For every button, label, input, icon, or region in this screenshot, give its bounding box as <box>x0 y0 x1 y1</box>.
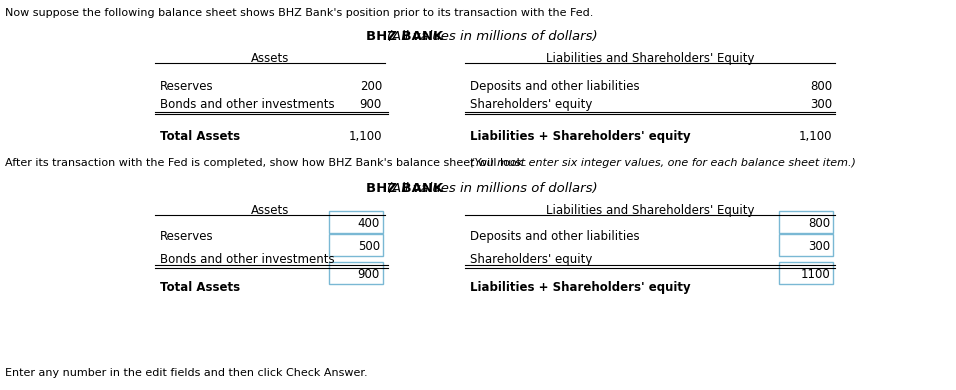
Text: Liabilities + Shareholders' equity: Liabilities + Shareholders' equity <box>470 130 690 143</box>
Text: 300: 300 <box>810 98 832 111</box>
Text: 200: 200 <box>359 80 382 93</box>
Text: 800: 800 <box>808 217 830 230</box>
Text: 900: 900 <box>359 98 382 111</box>
Text: Assets: Assets <box>250 204 289 217</box>
Text: Enter any number in the edit fields and then click Check Answer.: Enter any number in the edit fields and … <box>5 368 368 378</box>
Text: Reserves: Reserves <box>160 230 213 243</box>
FancyBboxPatch shape <box>779 234 833 256</box>
Text: 900: 900 <box>358 268 380 281</box>
Text: BHZ BANK: BHZ BANK <box>366 182 444 195</box>
Text: (You must enter six integer values, one for each balance sheet item.): (You must enter six integer values, one … <box>470 158 857 168</box>
Text: Reserves: Reserves <box>160 80 213 93</box>
Text: Total Assets: Total Assets <box>160 281 240 294</box>
Text: Bonds and other investments: Bonds and other investments <box>160 98 335 111</box>
Text: Liabilities + Shareholders' equity: Liabilities + Shareholders' equity <box>470 281 690 294</box>
FancyBboxPatch shape <box>329 262 383 284</box>
Text: Bonds and other investments: Bonds and other investments <box>160 253 335 266</box>
Text: Shareholders' equity: Shareholders' equity <box>470 253 593 266</box>
Text: Shareholders' equity: Shareholders' equity <box>470 98 593 111</box>
Text: Assets: Assets <box>250 52 289 65</box>
FancyBboxPatch shape <box>779 262 833 284</box>
Text: 800: 800 <box>810 80 832 93</box>
Text: 300: 300 <box>808 240 830 253</box>
Text: (All values in millions of dollars): (All values in millions of dollars) <box>386 182 598 195</box>
Text: 1,100: 1,100 <box>349 130 382 143</box>
Text: Liabilities and Shareholders' Equity: Liabilities and Shareholders' Equity <box>546 204 754 217</box>
Text: 400: 400 <box>358 217 380 230</box>
Text: Deposits and other liabilities: Deposits and other liabilities <box>470 80 640 93</box>
FancyBboxPatch shape <box>329 234 383 256</box>
FancyBboxPatch shape <box>779 211 833 233</box>
Text: BHZ BANK: BHZ BANK <box>366 30 444 43</box>
Text: (All values in millions of dollars): (All values in millions of dollars) <box>386 30 598 43</box>
Text: Now suppose the following balance sheet shows BHZ Bank's position prior to its t: Now suppose the following balance sheet … <box>5 8 594 18</box>
Text: Liabilities and Shareholders' Equity: Liabilities and Shareholders' Equity <box>546 52 754 65</box>
FancyBboxPatch shape <box>329 211 383 233</box>
Text: 1,100: 1,100 <box>798 130 832 143</box>
Text: After its transaction with the Fed is completed, show how BHZ Bank's balance she: After its transaction with the Fed is co… <box>5 158 531 168</box>
Text: 500: 500 <box>358 240 380 253</box>
Text: Deposits and other liabilities: Deposits and other liabilities <box>470 230 640 243</box>
Text: Total Assets: Total Assets <box>160 130 240 143</box>
Text: 1100: 1100 <box>800 268 830 281</box>
